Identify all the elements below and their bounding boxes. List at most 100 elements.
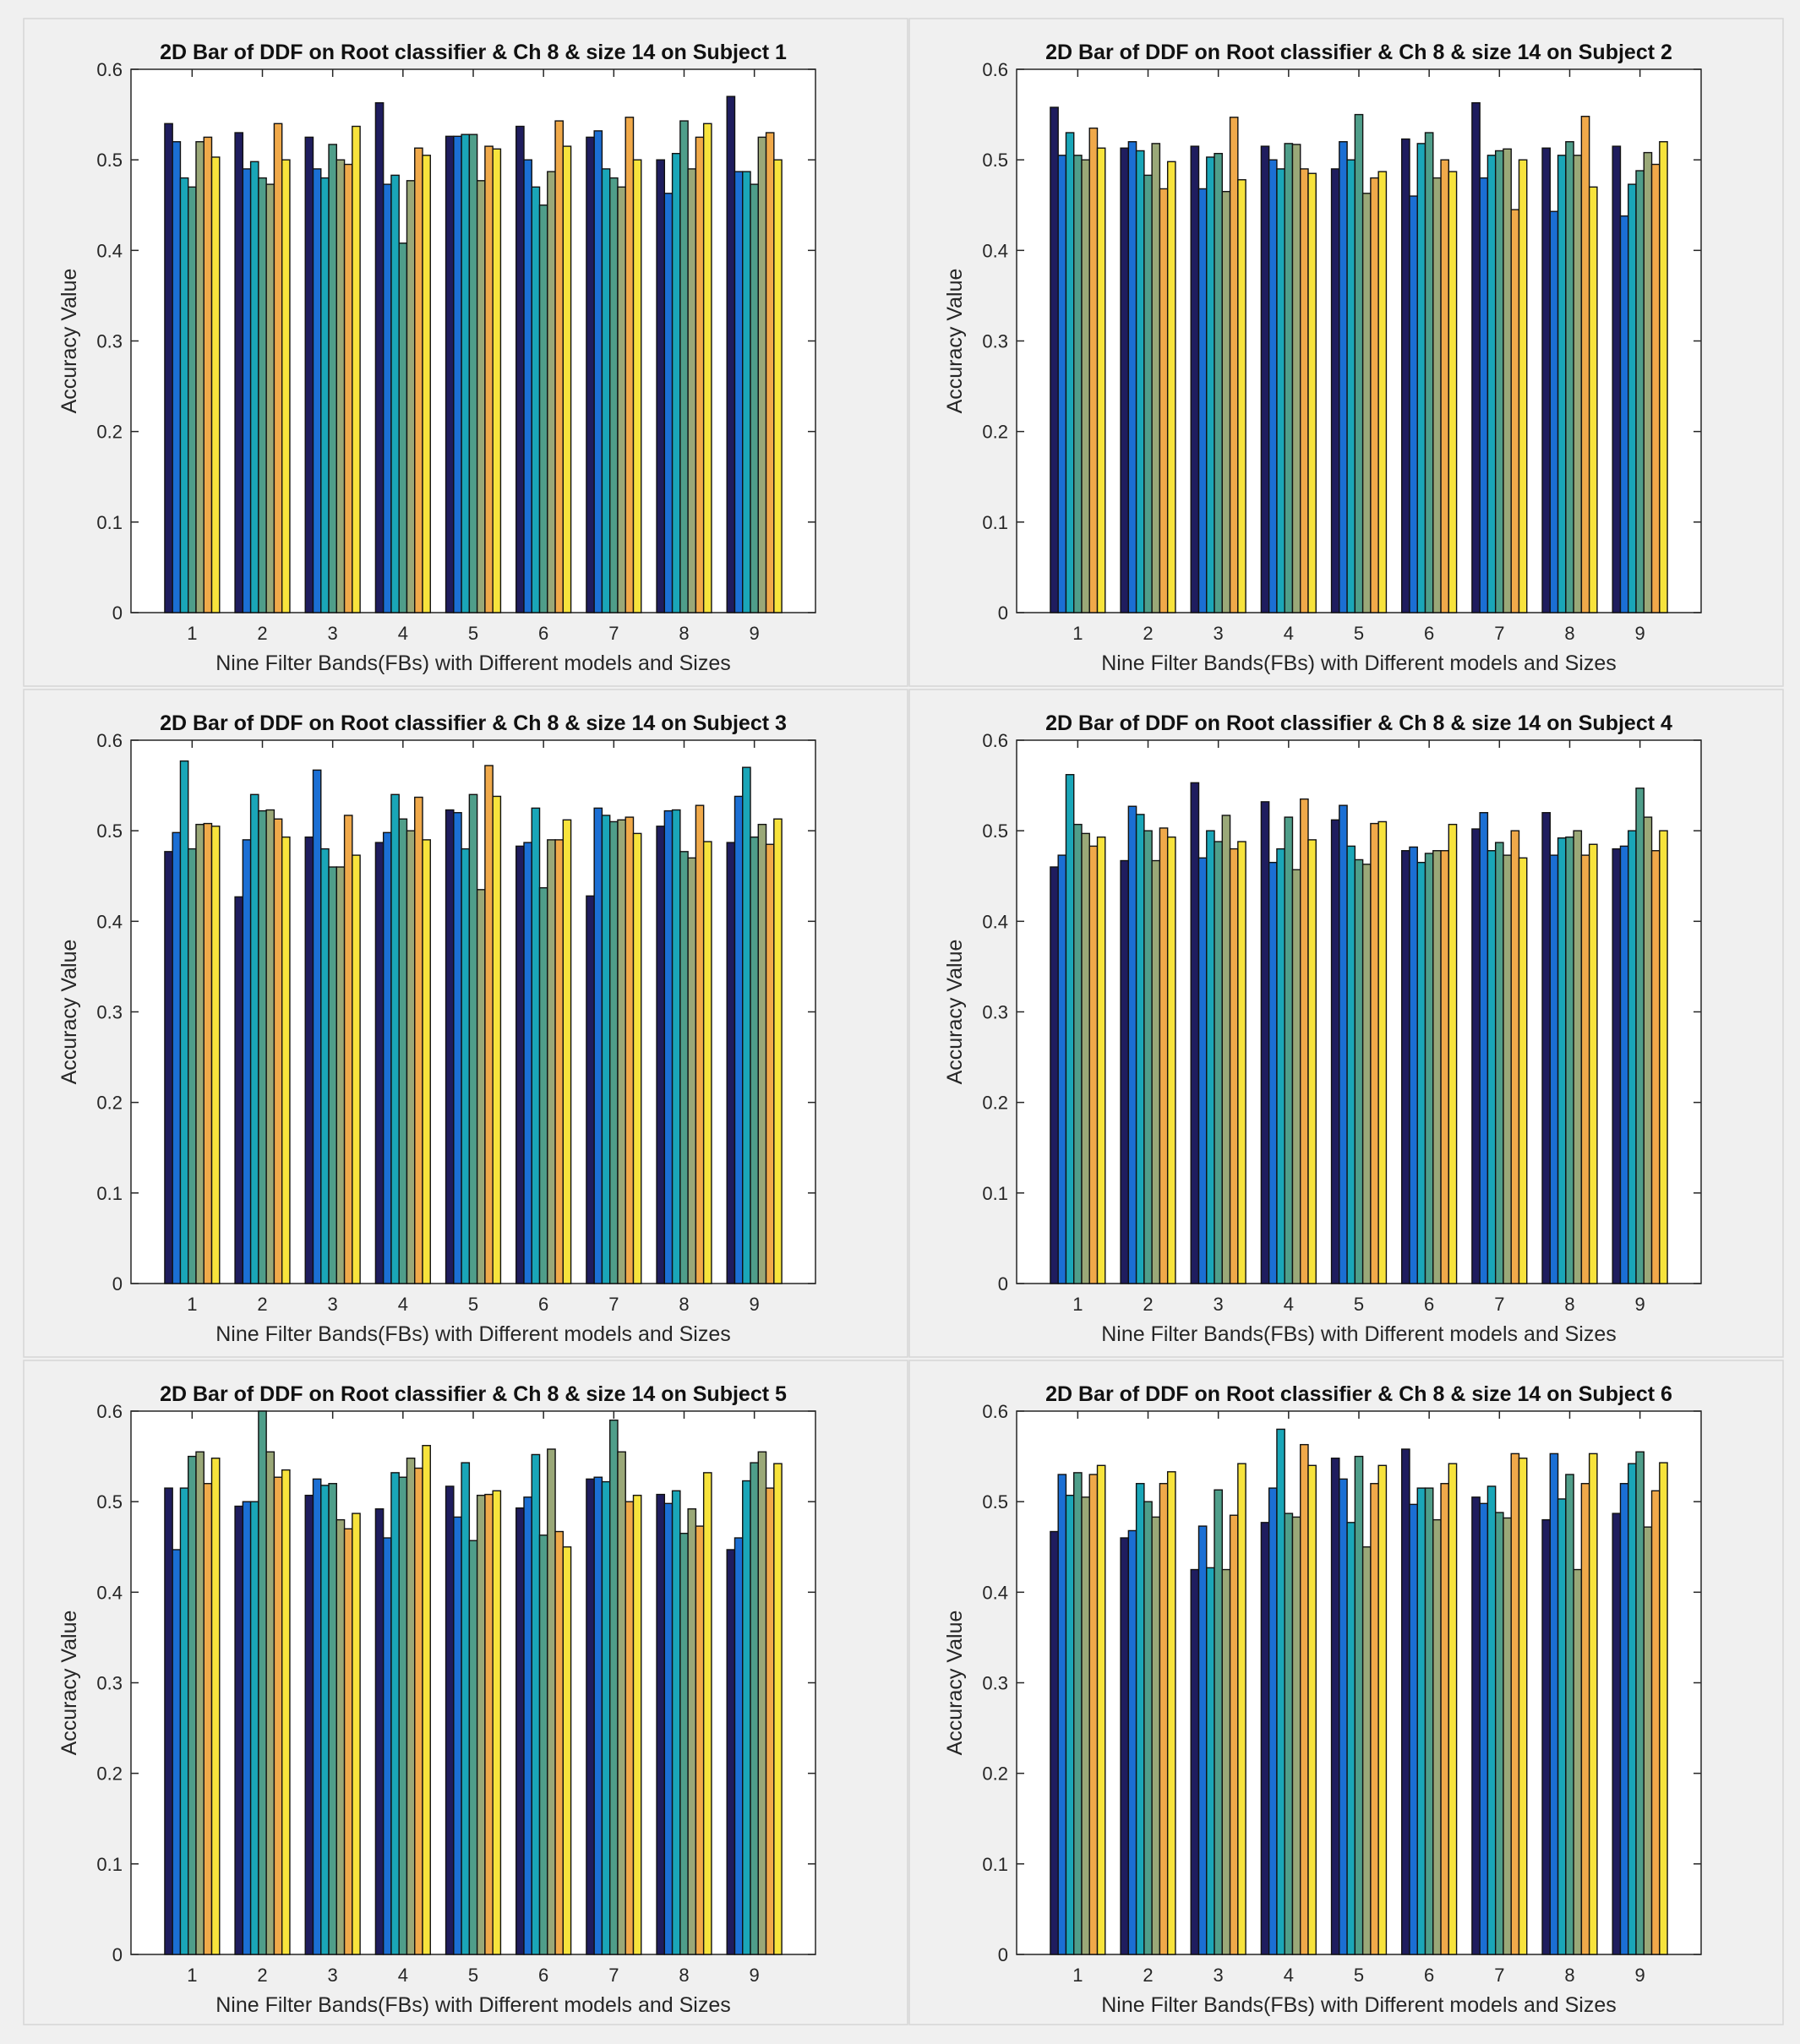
bar-fb6-series6 bbox=[554, 839, 565, 1284]
x-tick-label: 2 bbox=[1143, 1965, 1153, 1986]
bar-fb3-series4 bbox=[1214, 1489, 1224, 1955]
x-tick-label: 3 bbox=[1214, 1294, 1224, 1315]
bar-fb8-series2 bbox=[1549, 1453, 1559, 1955]
bar-fb4-series2 bbox=[1268, 1487, 1278, 1955]
bar-fb7-series3 bbox=[601, 1480, 611, 1955]
bar-fb2-series1 bbox=[234, 132, 244, 613]
bar-fb8-series5 bbox=[1573, 1568, 1583, 1955]
bar-fb4-series4 bbox=[1284, 143, 1294, 613]
bar-fb8-series2 bbox=[663, 193, 674, 613]
x-tick-label: 1 bbox=[1072, 1294, 1083, 1315]
bar-fb1-series1 bbox=[164, 1487, 173, 1955]
bar-fb4-series6 bbox=[1300, 798, 1309, 1284]
y-tick-label: 0.3 bbox=[982, 1673, 1008, 1694]
bar-fb3-series6 bbox=[1229, 848, 1239, 1284]
bar-fb6-series4 bbox=[538, 886, 548, 1284]
bar-fb5-series6 bbox=[484, 765, 494, 1284]
bar-fb6-series4 bbox=[1424, 132, 1434, 613]
bar-fb6-series5 bbox=[547, 1448, 556, 1955]
bar-fb5-series6 bbox=[484, 145, 494, 613]
bar-fb2-series1 bbox=[1120, 859, 1130, 1284]
bar-fb8-series4 bbox=[1565, 1474, 1574, 1955]
bar-fb2-series4 bbox=[258, 809, 267, 1284]
bar-fb2-series4 bbox=[258, 177, 267, 613]
bar-fb4-series1 bbox=[1260, 801, 1270, 1284]
bar-fb4-series7 bbox=[422, 155, 431, 613]
bar-fb9-series2 bbox=[734, 171, 744, 613]
y-tick-label: 0.6 bbox=[982, 59, 1008, 80]
bar-fb4-series4 bbox=[398, 818, 408, 1284]
bar-fb2-series3 bbox=[249, 1501, 259, 1955]
bar-fb3-series1 bbox=[1190, 1568, 1200, 1955]
y-tick-label: 0 bbox=[112, 1273, 123, 1295]
bar-fb3-series3 bbox=[320, 1485, 330, 1955]
y-tick-label: 0 bbox=[112, 602, 123, 624]
bar-fb6-series7 bbox=[562, 819, 572, 1284]
bar-fb3-series5 bbox=[335, 1518, 346, 1955]
bar-fb1-series2 bbox=[1057, 1474, 1067, 1955]
bar-fb8-series7 bbox=[702, 1472, 712, 1955]
y-tick-label: 0 bbox=[998, 1944, 1008, 1965]
y-tick-label: 0.3 bbox=[96, 1673, 123, 1694]
bar-fb1-series6 bbox=[1088, 1474, 1099, 1955]
y-tick-label: 0.2 bbox=[982, 1763, 1008, 1785]
y-tick-label: 0.5 bbox=[982, 820, 1008, 842]
bar-fb3-series4 bbox=[328, 1483, 338, 1955]
x-tick-label: 8 bbox=[679, 1965, 689, 1986]
x-tick-label: 7 bbox=[608, 1965, 619, 1986]
bar-fb8-series3 bbox=[1557, 155, 1567, 613]
bar-fb4-series2 bbox=[382, 183, 392, 613]
bar-fb8-series7 bbox=[1588, 186, 1598, 613]
bar-fb6-series1 bbox=[1401, 138, 1410, 613]
bar-fb4-series7 bbox=[1307, 1464, 1317, 1955]
bar-fb2-series5 bbox=[1151, 859, 1161, 1284]
y-axis-label: Accuracy Value bbox=[943, 940, 967, 1085]
bar-fb7-series1 bbox=[586, 136, 595, 613]
bar-fb6-series7 bbox=[1448, 823, 1458, 1284]
bar-fb2-series2 bbox=[1127, 1529, 1137, 1955]
y-tick-label: 0.3 bbox=[96, 331, 123, 352]
y-tick-label: 0.6 bbox=[96, 1401, 123, 1422]
bar-fb7-series6 bbox=[625, 1501, 635, 1955]
bar-fb8-series6 bbox=[1580, 1483, 1590, 1955]
bar-fb5-series2 bbox=[1339, 141, 1348, 613]
y-tick-label: 0.3 bbox=[96, 1002, 123, 1023]
y-tick-label: 0.3 bbox=[982, 1002, 1008, 1023]
bar-fb7-series5 bbox=[1503, 148, 1512, 613]
bar-fb8-series2 bbox=[663, 1502, 674, 1955]
bar-fb7-series7 bbox=[1518, 857, 1528, 1284]
bar-fb7-series4 bbox=[608, 1420, 619, 1955]
bar-fb8-series1 bbox=[656, 159, 666, 613]
bar-fb5-series7 bbox=[1377, 171, 1388, 613]
bar-fb5-series7 bbox=[492, 795, 502, 1284]
x-tick-label: 4 bbox=[1284, 623, 1294, 644]
bar-fb3-series4 bbox=[1214, 841, 1224, 1284]
bar-fb6-series5 bbox=[1432, 177, 1442, 613]
x-tick-label: 3 bbox=[328, 623, 338, 644]
bar-fb5-series1 bbox=[445, 1485, 455, 1955]
x-tick-label: 3 bbox=[328, 1294, 338, 1315]
bar-fb3-series1 bbox=[304, 1494, 314, 1955]
bar-fb3-series5 bbox=[335, 866, 346, 1284]
y-tick-label: 0.1 bbox=[982, 512, 1008, 533]
bar-fb5-series7 bbox=[492, 1490, 502, 1955]
bar-fb9-series7 bbox=[1659, 1462, 1668, 1955]
y-tick-label: 0.6 bbox=[96, 730, 123, 751]
bar-fb3-series3 bbox=[1206, 156, 1215, 613]
chart-title: 2D Bar of DDF on Root classifier & Ch 8 … bbox=[1045, 1382, 1672, 1406]
y-tick-label: 0 bbox=[998, 1273, 1008, 1295]
bar-fb4-series1 bbox=[374, 1508, 385, 1955]
bar-fb1-series7 bbox=[210, 156, 221, 613]
chart-title: 2D Bar of DDF on Root classifier & Ch 8 … bbox=[1045, 41, 1672, 64]
chart-title: 2D Bar of DDF on Root classifier & Ch 8 … bbox=[160, 711, 787, 735]
bar-fb2-series7 bbox=[1166, 1471, 1176, 1955]
y-tick-label: 0.3 bbox=[982, 331, 1008, 352]
bar-fb7-series3 bbox=[1486, 850, 1497, 1284]
bar-fb3-series6 bbox=[343, 1528, 353, 1955]
bar-fb3-series3 bbox=[1206, 830, 1215, 1284]
bar-fb9-series3 bbox=[742, 1480, 751, 1955]
bar-fb9-series3 bbox=[1628, 830, 1637, 1284]
bar-fb3-series5 bbox=[335, 159, 346, 613]
bar-fb9-series1 bbox=[1612, 1513, 1622, 1955]
bar-fb9-series4 bbox=[1635, 1451, 1645, 1955]
